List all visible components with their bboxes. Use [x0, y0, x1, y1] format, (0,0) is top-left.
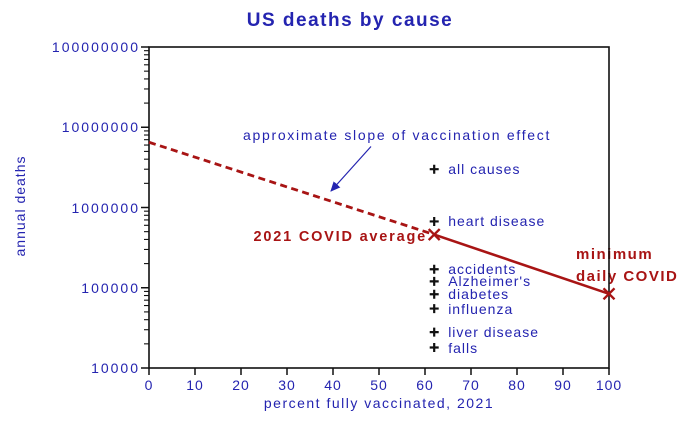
x-axis-label: percent fully vaccinated, 2021 — [263, 395, 495, 411]
y-tick-label-10000: 10000 — [91, 360, 140, 376]
plus-marker-alzheimer-s — [429, 276, 439, 286]
plot-frame — [148, 46, 610, 369]
cause-label-falls: falls — [448, 339, 479, 356]
plus-marker-accidents — [429, 264, 439, 274]
x-tick-label-10: 10 — [186, 377, 204, 393]
cause-label-heart-disease: heart disease — [448, 213, 546, 230]
cause-label-all-causes: all causes — [448, 161, 521, 178]
slope-arrow — [330, 146, 372, 192]
slope-annotation: approximate slope of vaccination effect — [243, 127, 552, 143]
x-tick-label-70: 70 — [462, 377, 480, 393]
cause-label-liver-disease: liver disease — [448, 324, 540, 341]
plus-marker-diabetes — [429, 289, 439, 299]
x-tick-label-50: 50 — [370, 377, 388, 393]
x-tick-label-20: 20 — [232, 377, 250, 393]
covid-dashed-line — [148, 140, 435, 236]
x-marker-2021-covid-average — [427, 228, 441, 241]
x-tick-label-100: 100 — [595, 377, 623, 393]
x-tick-label-80: 80 — [508, 377, 526, 393]
plus-marker-influenza — [429, 304, 439, 314]
plus-marker-all-causes — [429, 164, 439, 174]
y-tick-label-100000000: 100000000 — [51, 39, 140, 55]
x-tick-label-0: 0 — [144, 377, 154, 393]
x-tick-label-40: 40 — [324, 377, 342, 393]
y-tick-label-1000000: 1000000 — [71, 199, 140, 216]
covid-average-label: 2021 COVID average — [253, 229, 427, 245]
plus-marker-falls — [429, 343, 439, 353]
x-tick-label-60: 60 — [416, 377, 434, 393]
x-marker-minimum-daily-covid — [602, 287, 616, 301]
y-tick-label-10000000: 10000000 — [61, 119, 140, 136]
min-daily-covid-line2: daily COVID — [576, 268, 679, 285]
min-daily-covid-label: minimum daily COVID — [576, 244, 678, 288]
chart-title: US deaths by cause — [246, 10, 454, 31]
cause-label-influenza: influenza — [448, 300, 514, 317]
plus-marker-heart-disease — [429, 216, 439, 226]
x-tick-label-90: 90 — [554, 377, 572, 393]
plus-marker-liver-disease — [429, 327, 439, 337]
y-tick-label-100000: 100000 — [81, 279, 140, 296]
x-tick-label-30: 30 — [278, 377, 296, 393]
min-daily-covid-line1: minimum — [576, 246, 654, 263]
